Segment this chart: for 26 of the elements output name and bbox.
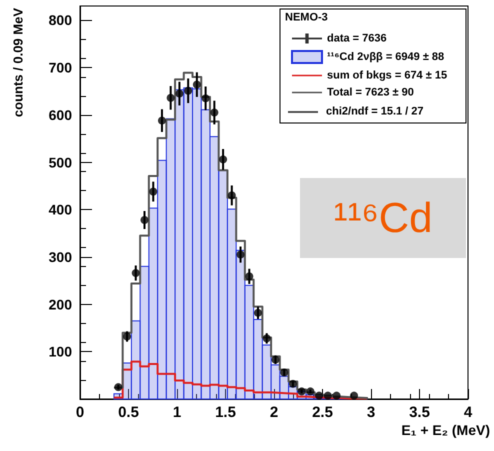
y-tick-label: 200 (48, 296, 72, 312)
y-tick-label: 400 (48, 202, 72, 218)
y-tick-label: 800 (48, 12, 72, 28)
legend-label: Total = 7623 ± 90 (327, 86, 414, 98)
y-tick-label: 100 (48, 344, 72, 360)
x-axis-title: E₁ + E₂ (MeV) (401, 422, 490, 438)
x-tick-label: 0.5 (118, 404, 139, 421)
x-tick-label: 1 (172, 404, 182, 421)
x-tick-label: 2 (270, 404, 278, 421)
label-box: ¹¹⁶Cd (300, 178, 466, 258)
x-tick-label: 1.5 (215, 404, 236, 421)
y-tick-label: 600 (48, 106, 72, 123)
x-tick-label: 4 (464, 404, 473, 421)
y-tick-label: 500 (48, 154, 72, 170)
y-tick-label: 300 (48, 248, 72, 265)
x-tick-label: 3.5 (409, 404, 430, 421)
x-tick-label: 2.5 (312, 404, 333, 421)
y-tick-label: 700 (48, 60, 72, 76)
legend-title: NEMO-3 (285, 12, 328, 24)
x-tick-label: 0 (76, 404, 84, 421)
annotation: chi2/ndf = 15.1 / 27 (326, 106, 424, 118)
legend-label: data = 7636 (327, 32, 387, 44)
y-axis-title: counts / 0.09 MeV (10, 8, 26, 118)
x-tick-label: 3 (366, 404, 376, 421)
legend-label: ¹¹⁶Cd 2νββ = 6949 ± 88 (327, 51, 444, 63)
legend-label: sum of bkgs = 674 ± 15 (327, 70, 448, 82)
